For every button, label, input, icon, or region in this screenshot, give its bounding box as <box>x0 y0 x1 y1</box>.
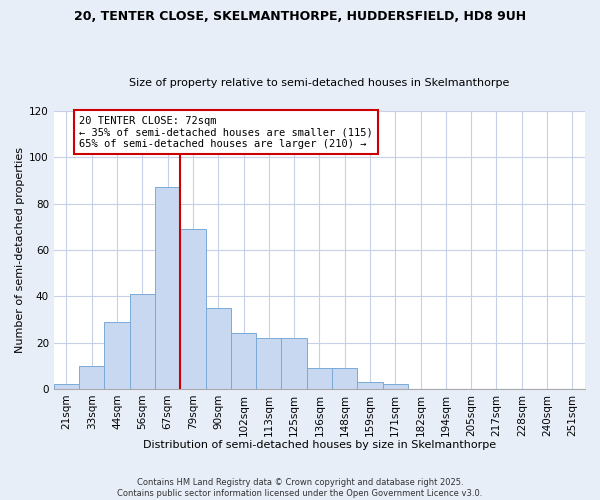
Bar <box>332 368 358 389</box>
Bar <box>180 229 206 389</box>
Text: 20, TENTER CLOSE, SKELMANTHORPE, HUDDERSFIELD, HD8 9UH: 20, TENTER CLOSE, SKELMANTHORPE, HUDDERS… <box>74 10 526 23</box>
Bar <box>281 338 307 389</box>
Title: Size of property relative to semi-detached houses in Skelmanthorpe: Size of property relative to semi-detach… <box>129 78 509 88</box>
Bar <box>54 384 79 389</box>
Bar <box>256 338 281 389</box>
Text: 20 TENTER CLOSE: 72sqm
← 35% of semi-detached houses are smaller (115)
65% of se: 20 TENTER CLOSE: 72sqm ← 35% of semi-det… <box>79 116 373 149</box>
Bar <box>79 366 104 389</box>
Bar <box>307 368 332 389</box>
Bar <box>155 188 180 389</box>
Text: Contains HM Land Registry data © Crown copyright and database right 2025.
Contai: Contains HM Land Registry data © Crown c… <box>118 478 482 498</box>
Bar <box>104 322 130 389</box>
Bar <box>383 384 408 389</box>
X-axis label: Distribution of semi-detached houses by size in Skelmanthorpe: Distribution of semi-detached houses by … <box>143 440 496 450</box>
Bar <box>206 308 231 389</box>
Bar <box>231 334 256 389</box>
Bar <box>358 382 383 389</box>
Y-axis label: Number of semi-detached properties: Number of semi-detached properties <box>15 147 25 353</box>
Bar <box>130 294 155 389</box>
